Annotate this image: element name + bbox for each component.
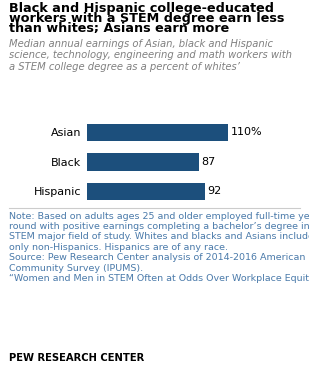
Text: Median annual earnings of Asian, black and Hispanic
science, technology, enginee: Median annual earnings of Asian, black a…	[9, 39, 292, 72]
Text: 110%: 110%	[231, 127, 262, 138]
Text: workers with a STEM degree earn less: workers with a STEM degree earn less	[9, 12, 285, 25]
Text: than whites; Asians earn more: than whites; Asians earn more	[9, 22, 230, 35]
Text: 87: 87	[201, 157, 215, 167]
Text: 92: 92	[208, 186, 222, 197]
Bar	[87, 124, 228, 141]
Text: PEW RESEARCH CENTER: PEW RESEARCH CENTER	[9, 353, 145, 363]
Bar	[87, 183, 205, 200]
Bar	[87, 153, 199, 171]
Text: Black and Hispanic college-educated: Black and Hispanic college-educated	[9, 2, 274, 15]
Text: Note: Based on adults ages 25 and older employed full-time year-
round with posi: Note: Based on adults ages 25 and older …	[9, 212, 309, 283]
